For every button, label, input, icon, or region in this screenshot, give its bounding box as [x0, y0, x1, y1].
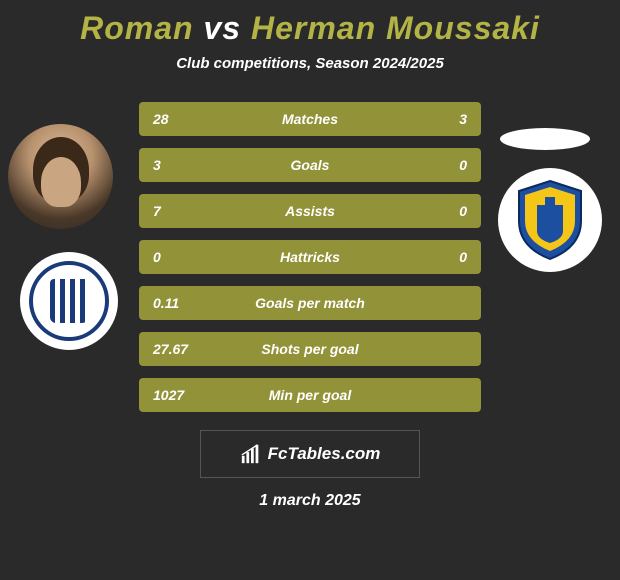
player2-club-badge	[498, 168, 602, 272]
stat-value-left: 0	[153, 249, 203, 265]
stat-value-left: 27.67	[153, 341, 203, 357]
stat-value-right: 0	[417, 203, 467, 219]
club-badge-ring-icon	[29, 261, 109, 341]
player2-avatar-placeholder	[500, 128, 590, 150]
page-title: Roman vs Herman Moussaki	[0, 10, 620, 47]
brand-box[interactable]: FcTables.com	[200, 430, 420, 478]
stat-row: 28Matches3	[139, 102, 481, 136]
club-stripes-icon	[50, 279, 88, 323]
stat-row: 0Hattricks0	[139, 240, 481, 274]
stat-value-left: 7	[153, 203, 203, 219]
stat-value-left: 3	[153, 157, 203, 173]
stat-row: 3Goals0	[139, 148, 481, 182]
club-shield-icon	[515, 179, 585, 261]
brand-text: FcTables.com	[268, 444, 381, 464]
stat-row: 1027Min per goal	[139, 378, 481, 412]
stat-value-left: 28	[153, 111, 203, 127]
player2-name: Herman Moussaki	[251, 10, 540, 46]
stat-value-left: 1027	[153, 387, 203, 403]
stat-row: 7Assists0	[139, 194, 481, 228]
stat-value-right: 0	[417, 249, 467, 265]
player1-name: Roman	[80, 10, 193, 46]
stat-label: Hattricks	[203, 249, 417, 265]
player1-avatar	[8, 124, 113, 229]
stat-value-right: 0	[417, 157, 467, 173]
stat-label: Goals	[203, 157, 417, 173]
vs-text: vs	[203, 10, 241, 46]
player1-club-badge	[20, 252, 118, 350]
bars-icon	[240, 443, 262, 465]
date: 1 march 2025	[0, 492, 620, 510]
stat-row: 0.11Goals per match	[139, 286, 481, 320]
stat-value-right: 3	[417, 111, 467, 127]
stat-label: Min per goal	[203, 387, 417, 403]
subtitle: Club competitions, Season 2024/2025	[0, 55, 620, 72]
stat-row: 27.67Shots per goal	[139, 332, 481, 366]
stat-label: Shots per goal	[203, 341, 417, 357]
stat-value-left: 0.11	[153, 295, 203, 311]
stat-label: Goals per match	[203, 295, 417, 311]
stat-label: Assists	[203, 203, 417, 219]
stat-label: Matches	[203, 111, 417, 127]
